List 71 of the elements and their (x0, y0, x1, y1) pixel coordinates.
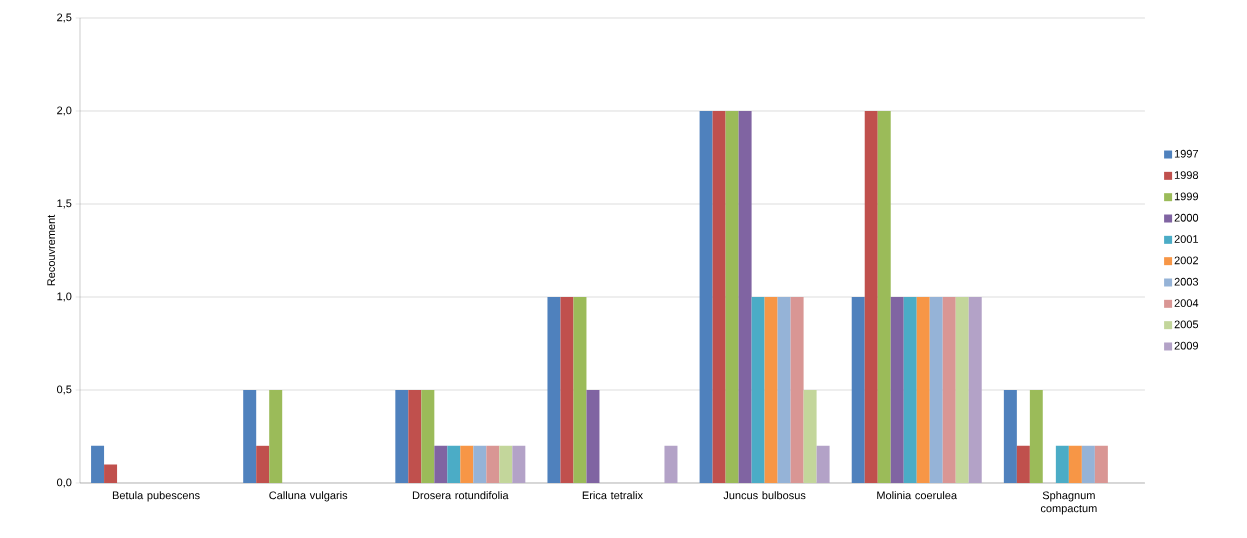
legend-label: 2000 (1174, 213, 1199, 222)
y-tick-label: 2,0 (57, 106, 72, 116)
bar (1055, 445, 1069, 483)
bar (447, 445, 461, 483)
bar (1094, 445, 1108, 483)
bar (573, 297, 587, 483)
bar (560, 297, 574, 483)
legend-label: 1999 (1174, 192, 1199, 201)
bar (725, 111, 739, 483)
y-tick-label: 0,0 (57, 478, 72, 488)
legend-label: 2002 (1174, 256, 1199, 265)
bar (547, 297, 561, 483)
x-tick-label: Molinia coerulea (877, 491, 958, 500)
x-tick-label: Sphagnum compactum (1040, 491, 1097, 515)
bar (903, 297, 917, 483)
legend-label: 2004 (1174, 299, 1199, 307)
legend-label: 1998 (1174, 171, 1199, 179)
bar (512, 445, 526, 483)
bar (243, 390, 257, 483)
x-tick-label: Drosera rotundifolia (412, 491, 509, 500)
bar (499, 445, 513, 483)
legend-label: 2009 (1174, 341, 1199, 350)
x-tick-label: Betula pubescens (112, 491, 200, 502)
bar (942, 297, 956, 483)
y-tick-label: 1,5 (57, 199, 72, 209)
bar (916, 297, 930, 483)
legend-label: 2005 (1174, 320, 1199, 329)
bar (1029, 390, 1043, 483)
bar (712, 111, 726, 483)
bar (1081, 445, 1095, 483)
y-tick-label: 2,5 (57, 13, 72, 23)
y-tick-label: 0,5 (57, 385, 72, 395)
bar (968, 297, 982, 483)
bar (486, 445, 500, 483)
bar (104, 464, 118, 483)
bar (738, 111, 752, 483)
x-tick-label: Erica tetralix (582, 491, 643, 500)
bar (777, 297, 791, 483)
bar (1003, 390, 1017, 483)
x-tick-label: Juncus bulbosus (723, 491, 806, 500)
bar (929, 297, 943, 483)
bar (699, 111, 713, 483)
bar (890, 297, 904, 483)
legend-label: 2003 (1174, 277, 1199, 286)
bar (851, 297, 865, 483)
bar (434, 445, 448, 483)
bar (586, 390, 600, 483)
bar (864, 111, 878, 483)
bar (764, 297, 778, 483)
bar (816, 445, 830, 483)
bar (473, 445, 487, 483)
bar (460, 445, 474, 483)
x-tick-label: Calluna vulgaris (269, 491, 348, 502)
bar (1068, 445, 1082, 483)
bar (751, 297, 765, 483)
bar (269, 390, 283, 483)
legend-label: 1997 (1174, 149, 1199, 158)
y-tick-label: 1,0 (57, 292, 72, 302)
bar (803, 390, 817, 483)
bar (1016, 445, 1030, 483)
legend-label: 2001 (1174, 235, 1199, 243)
bar (395, 390, 409, 483)
y-axis-title: Recouvrement (47, 214, 56, 286)
bar (91, 445, 105, 483)
bar (421, 390, 435, 483)
bar (664, 445, 678, 483)
bar (408, 390, 422, 483)
bar (955, 297, 969, 483)
bar (790, 297, 804, 483)
bar (877, 111, 891, 483)
bar (256, 445, 270, 483)
